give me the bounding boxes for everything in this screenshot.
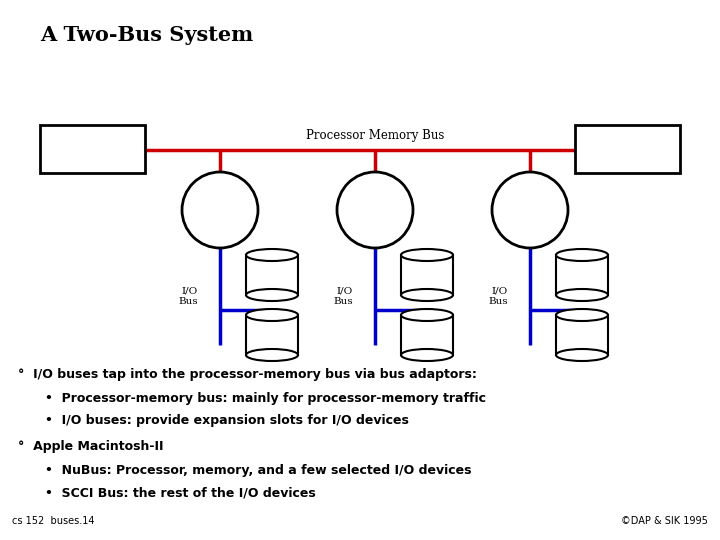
Ellipse shape xyxy=(556,289,608,301)
Bar xyxy=(556,255,608,295)
Ellipse shape xyxy=(556,309,608,321)
Ellipse shape xyxy=(492,172,568,248)
Ellipse shape xyxy=(246,289,298,301)
Ellipse shape xyxy=(401,249,453,261)
Text: Processor: Processor xyxy=(63,143,122,156)
Text: •  NuBus: Processor, memory, and a few selected I/O devices: • NuBus: Processor, memory, and a few se… xyxy=(45,464,472,477)
Text: °  I/O buses tap into the processor-memory bus via bus adaptors:: ° I/O buses tap into the processor-memor… xyxy=(18,368,477,381)
Ellipse shape xyxy=(401,289,453,301)
Text: •  I/O buses: provide expansion slots for I/O devices: • I/O buses: provide expansion slots for… xyxy=(45,414,409,427)
Bar xyxy=(556,315,608,355)
Ellipse shape xyxy=(401,349,453,361)
Text: cs 152  buses.14: cs 152 buses.14 xyxy=(12,516,94,526)
Bar xyxy=(40,125,145,173)
Ellipse shape xyxy=(556,249,608,261)
Text: ©DAP & SIK 1995: ©DAP & SIK 1995 xyxy=(621,516,708,526)
Text: °  Apple Macintosh-II: ° Apple Macintosh-II xyxy=(18,440,163,453)
Ellipse shape xyxy=(246,349,298,361)
Ellipse shape xyxy=(246,249,298,261)
Text: A Two-Bus System: A Two-Bus System xyxy=(40,25,253,45)
Text: Bus
Adaptor: Bus Adaptor xyxy=(352,199,397,221)
Bar xyxy=(575,125,680,173)
Bar xyxy=(401,315,453,355)
Ellipse shape xyxy=(401,309,453,321)
Text: •  SCCI Bus: the rest of the I/O devices: • SCCI Bus: the rest of the I/O devices xyxy=(45,486,316,499)
Ellipse shape xyxy=(182,172,258,248)
Text: Bus
Adaptor: Bus Adaptor xyxy=(197,199,243,221)
Text: Memory: Memory xyxy=(603,143,652,156)
Bar xyxy=(246,315,298,355)
Text: I/O
Bus: I/O Bus xyxy=(488,287,508,306)
Bar xyxy=(246,255,298,295)
Text: I/O
Bus: I/O Bus xyxy=(179,287,198,306)
Text: Processor Memory Bus: Processor Memory Bus xyxy=(306,129,444,142)
Ellipse shape xyxy=(556,349,608,361)
Text: •  Processor-memory bus: mainly for processor-memory traffic: • Processor-memory bus: mainly for proce… xyxy=(45,392,486,405)
Ellipse shape xyxy=(246,309,298,321)
Ellipse shape xyxy=(337,172,413,248)
Text: I/O
Bus: I/O Bus xyxy=(333,287,353,306)
Text: Bus
Adaptor: Bus Adaptor xyxy=(508,199,553,221)
Bar xyxy=(401,255,453,295)
